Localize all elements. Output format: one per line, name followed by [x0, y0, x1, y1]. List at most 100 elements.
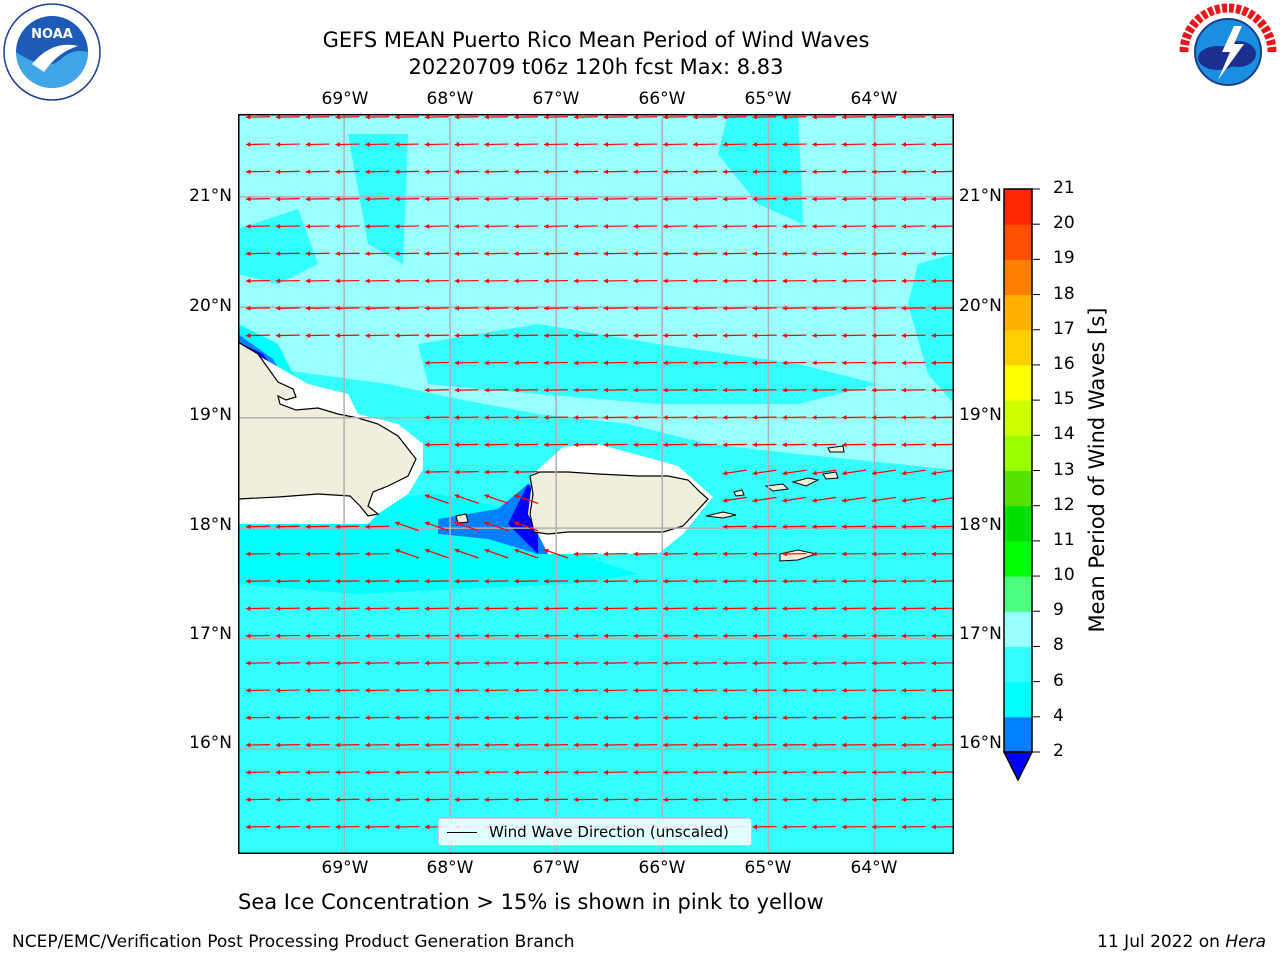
bottom-tick-67w: 67°W	[532, 858, 580, 878]
wave-direction-arrow	[782, 797, 807, 803]
top-tick-69w: 69°W	[321, 89, 369, 109]
wave-direction-arrow	[514, 469, 539, 475]
wave-direction-arrow	[514, 114, 539, 120]
wave-direction-arrow	[394, 223, 420, 229]
footer-right: 11 Jul 2022 on Hera	[1097, 932, 1266, 952]
wave-direction-arrow	[514, 251, 539, 257]
wave-direction-arrow	[484, 196, 509, 202]
wave-direction-arrow	[394, 251, 420, 257]
wave-direction-arrow	[335, 223, 360, 229]
wave-direction-arrow	[454, 494, 479, 504]
wave-direction-arrow	[573, 633, 598, 639]
wave-direction-arrow	[812, 442, 837, 448]
wave-direction-arrow	[305, 333, 330, 338]
wave-direction-arrow	[365, 305, 390, 311]
wave-direction-arrow	[543, 606, 569, 611]
wave-direction-arrow	[245, 578, 271, 584]
wave-direction-arrow	[633, 442, 658, 448]
wave-direction-arrow	[841, 496, 867, 503]
colorbar-title: Mean Period of Wind Waves [s]	[1085, 307, 1109, 633]
wave-direction-arrow	[424, 442, 449, 448]
wave-direction-arrow	[365, 715, 390, 721]
wave-direction-arrow	[245, 223, 271, 229]
central-band	[418, 324, 878, 404]
wave-direction-arrow	[603, 333, 628, 338]
wave-direction-arrow	[871, 797, 896, 803]
wave-direction-arrow	[365, 660, 390, 666]
wave-direction-arrow	[871, 142, 896, 147]
wave-direction-arrow	[394, 633, 420, 639]
wave-direction-arrow	[275, 824, 300, 830]
wave-direction-arrow	[335, 333, 360, 338]
west-coast-band	[238, 324, 298, 384]
map-frame	[238, 114, 954, 854]
wave-direction-arrow	[782, 524, 807, 530]
right-tick-16n: 16°N	[959, 733, 1002, 753]
wave-direction-arrow	[752, 415, 777, 420]
wave-direction-arrow	[424, 196, 449, 202]
wave-direction-arrow	[812, 633, 837, 639]
wave-direction-arrow	[543, 142, 569, 147]
wave-direction-arrow	[782, 660, 807, 666]
wave-direction-arrow	[454, 688, 479, 693]
hispaniola-land	[238, 341, 417, 517]
sea-ice-note: Sea Ice Concentration > 15% is shown in …	[238, 890, 824, 914]
wave-direction-arrow	[394, 606, 420, 611]
left-tick-21n: 21°N	[189, 186, 232, 206]
wave-direction-arrow	[275, 578, 300, 584]
wave-direction-arrow	[424, 333, 449, 338]
wave-direction-arrow	[782, 606, 807, 611]
wave-direction-arrow	[514, 769, 539, 775]
wave-direction-arrow	[484, 142, 509, 147]
wave-direction-arrow	[692, 688, 718, 693]
st-john-island	[791, 477, 820, 487]
wave-direction-arrow	[663, 606, 688, 611]
wave-direction-arrow	[573, 305, 598, 311]
wave-direction-arrow	[752, 742, 777, 748]
wave-direction-arrow	[603, 251, 628, 257]
wave-direction-arrow	[812, 469, 837, 476]
wave-direction-arrow	[722, 496, 747, 503]
wave-direction-arrow	[514, 660, 539, 666]
wave-direction-arrow	[841, 442, 867, 448]
wave-direction-arrow	[603, 660, 628, 666]
wave-direction-arrow	[663, 769, 688, 775]
wave-direction-arrow	[812, 606, 837, 611]
wave-direction-arrow	[752, 715, 777, 721]
wave-direction-arrow	[424, 494, 449, 504]
wave-direction-arrow	[692, 606, 718, 611]
wave-direction-arrow	[573, 442, 598, 448]
wave-direction-arrow	[782, 278, 807, 284]
wave-direction-arrow	[901, 387, 926, 393]
wave-direction-arrow	[424, 305, 449, 311]
wave-direction-arrow	[543, 688, 569, 693]
wave-direction-arrow	[245, 742, 271, 748]
wave-direction-arrow	[335, 715, 360, 721]
wave-direction-arrow	[454, 415, 479, 420]
wave-direction-arrow	[514, 521, 539, 532]
wave-direction-arrow	[305, 551, 330, 557]
wave-direction-arrow	[871, 551, 896, 557]
wave-direction-arrow	[275, 333, 300, 338]
wave-direction-arrow	[633, 633, 658, 639]
wave-direction-arrow	[812, 142, 837, 147]
colorbar-tick-label: 13	[1053, 459, 1075, 480]
wave-direction-arrow	[603, 387, 628, 393]
wave-direction-arrow	[305, 524, 330, 530]
colorbar-segment	[1004, 505, 1032, 542]
wave-direction-arrow	[394, 521, 420, 532]
wave-direction-arrow	[275, 169, 300, 175]
wave-direction-arrow	[841, 742, 867, 748]
wave-direction-arrow	[871, 688, 896, 693]
wave-direction-arrow	[514, 305, 539, 311]
wave-direction-arrow	[543, 548, 569, 559]
bottom-tick-69w: 69°W	[321, 858, 369, 878]
colorbar-tick-label: 14	[1053, 424, 1075, 445]
wave-direction-arrow	[305, 114, 330, 120]
wave-direction-arrow	[841, 333, 867, 338]
wave-direction-arrow	[335, 551, 360, 557]
wave-direction-arrow	[603, 278, 628, 284]
bottom-tick-66w: 66°W	[638, 858, 686, 878]
wave-direction-arrow	[871, 278, 896, 284]
bottom-tick-64w: 64°W	[850, 858, 898, 878]
